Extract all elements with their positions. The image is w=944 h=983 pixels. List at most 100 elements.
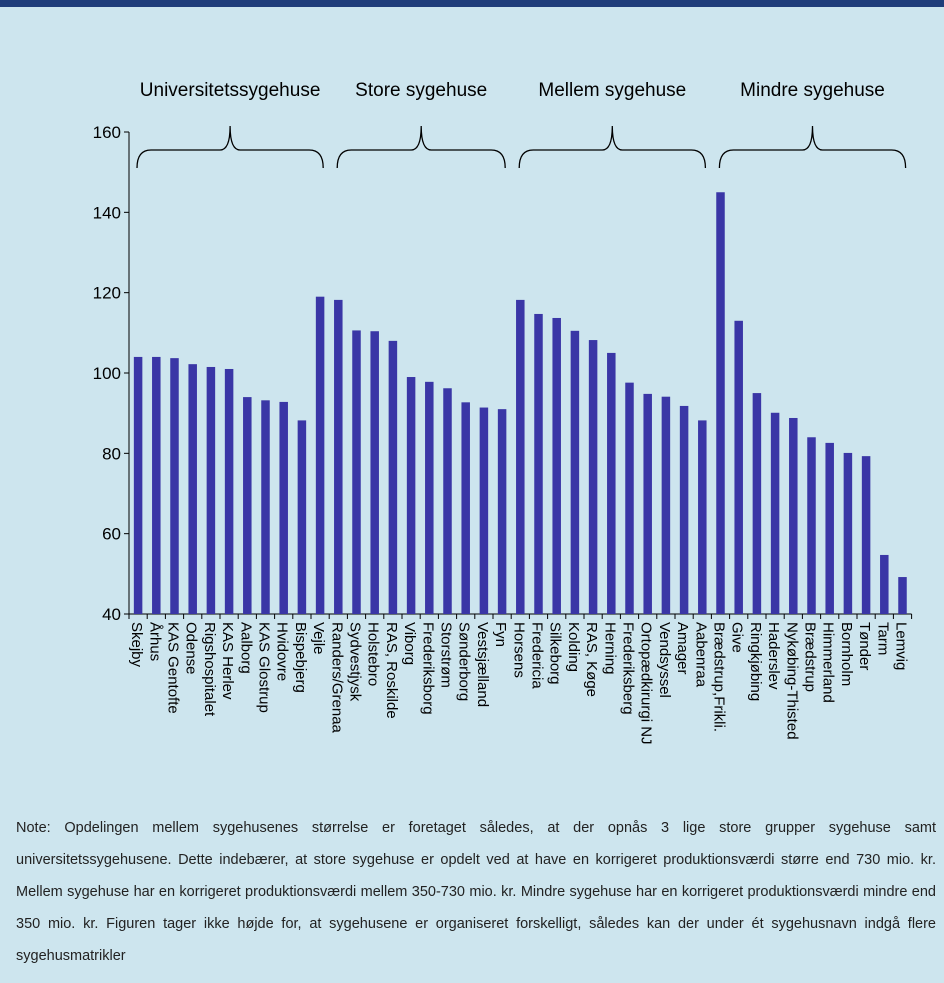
x-tick-label: Nykøbing-Thisted — [783, 622, 800, 740]
bar — [588, 340, 598, 614]
bar — [843, 452, 853, 614]
x-axis-labels: Skejby Århus KAS Gentofte Odense Rigshospita… — [128, 622, 909, 745]
bar — [807, 437, 816, 614]
bar — [243, 397, 252, 614]
x-tick-label: Amager — [674, 622, 691, 675]
x-tick-label: Frederiksborg — [419, 622, 436, 715]
bar — [170, 358, 179, 614]
group-brace — [518, 125, 707, 169]
bar — [552, 317, 561, 614]
bar — [224, 368, 234, 614]
x-tick-label: Fyn — [492, 622, 509, 647]
x-tick-label: Frederiksberg — [620, 622, 637, 715]
y-tick-label: 100 — [93, 364, 121, 383]
y-axis: 40 60 80 100 120 140 160 — [93, 123, 913, 624]
bar — [752, 393, 762, 614]
x-tick-label: Bornholm — [838, 622, 855, 686]
x-tick-label: Odense — [183, 622, 200, 675]
bar — [461, 402, 470, 614]
bar — [370, 331, 379, 614]
bar — [334, 299, 343, 614]
x-tick-label: Sydvestjysk — [347, 622, 364, 702]
x-tick-label: Skejby — [128, 622, 145, 668]
bar — [661, 396, 671, 614]
x-tick-label: RAS, Roskilde — [383, 622, 400, 719]
x-tick-label: KAS Glostrup — [256, 622, 273, 713]
bar — [315, 296, 325, 614]
bar — [133, 356, 143, 614]
bar — [297, 420, 307, 614]
y-tick-label: 140 — [93, 203, 121, 222]
group-brackets: Universitetssygehuse Store sygehuse Mellem… — [136, 80, 907, 169]
bar — [607, 352, 616, 614]
x-tick-label: Fredericia — [529, 622, 546, 689]
bar — [734, 320, 743, 614]
x-tick-label: Vestsjælland — [474, 622, 491, 707]
y-tick-label: 60 — [102, 525, 121, 544]
bar — [352, 330, 361, 614]
x-tick-label: Brædstrup,Frikli. — [711, 622, 728, 732]
bar — [825, 442, 834, 614]
x-tick-label: Bispebjerg — [292, 622, 309, 693]
x-tick-label: Ortopædkirurgi NJ — [638, 622, 655, 745]
bar — [880, 554, 889, 614]
bar — [770, 412, 780, 614]
x-tick-label: Aabenraa — [692, 622, 709, 688]
bar — [406, 377, 416, 614]
bar — [679, 405, 689, 614]
x-tick-label: Holstebro — [365, 622, 382, 686]
bar — [206, 366, 216, 614]
bar — [789, 417, 798, 614]
y-tick-label: 40 — [102, 605, 121, 624]
x-tick-label: Randers/Grenaa — [328, 622, 345, 734]
bar — [425, 381, 434, 614]
x-tick-label: Himmerland — [820, 622, 837, 703]
note-text: Note: Opdelingen mellem sygehusenes stør… — [16, 820, 936, 964]
x-tick-label: KAS Gentofte — [165, 622, 182, 714]
x-tick-label: Tønder — [856, 622, 873, 670]
x-tick-label: Ringkjøbing — [747, 622, 764, 701]
group-brace — [336, 125, 506, 169]
y-tick-label: 120 — [93, 284, 121, 303]
x-tick-label: Lemvig — [893, 622, 910, 670]
x-tick-label: Silkeborg — [547, 622, 564, 685]
bar — [497, 409, 507, 614]
bar — [479, 407, 489, 614]
x-tick-label: Vejle — [310, 622, 327, 655]
x-tick-label: Give — [729, 622, 746, 653]
y-tick-label: 80 — [102, 444, 121, 463]
x-tick-label: Haderslev — [765, 622, 782, 690]
bar — [261, 400, 270, 614]
bar — [279, 401, 288, 614]
x-tick-label: KAS Herlev — [219, 622, 236, 700]
group-label: Store sygehuse — [355, 80, 487, 101]
x-tick-label: Hvidovre — [274, 622, 291, 681]
group-brace — [136, 125, 324, 169]
bar — [898, 577, 907, 614]
x-tick-label: Herning — [601, 622, 618, 675]
bars — [133, 192, 907, 614]
y-tick-label: 160 — [93, 123, 121, 142]
x-tick-label: Aalborg — [237, 622, 254, 674]
x-tick-label: Århus — [146, 622, 163, 661]
bar — [716, 192, 725, 614]
group-brace — [718, 125, 907, 169]
bar — [570, 330, 580, 614]
x-tick-label: Kolding — [565, 622, 582, 672]
x-tick-label: Horsens — [510, 622, 527, 678]
group-label: Mindre sygehuse — [740, 80, 885, 101]
bar — [534, 313, 543, 614]
top-bar — [0, 0, 944, 7]
bar — [152, 356, 161, 614]
x-tick-label: Storstrøm — [438, 622, 455, 688]
bar — [188, 364, 197, 614]
bar — [516, 299, 525, 614]
x-tick-label: Brædstrup — [802, 622, 819, 692]
x-tick-label: Rigshospitalet — [201, 622, 218, 717]
x-tick-label: Vendsyssel — [656, 622, 673, 698]
bar — [625, 382, 634, 614]
bar — [861, 456, 871, 614]
bar — [698, 420, 707, 614]
x-tick-label: Viborg — [401, 622, 418, 665]
x-tick-label: Sønderborg — [456, 622, 473, 701]
